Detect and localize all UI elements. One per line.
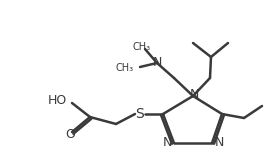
Text: N: N xyxy=(214,136,224,149)
Text: S: S xyxy=(136,107,144,121)
Text: CH₃: CH₃ xyxy=(133,42,151,52)
Text: CH₃: CH₃ xyxy=(116,63,134,73)
Text: N: N xyxy=(162,136,172,149)
Text: N: N xyxy=(189,89,199,101)
Text: N: N xyxy=(152,55,162,69)
Text: O: O xyxy=(65,128,75,140)
Text: HO: HO xyxy=(48,94,67,108)
